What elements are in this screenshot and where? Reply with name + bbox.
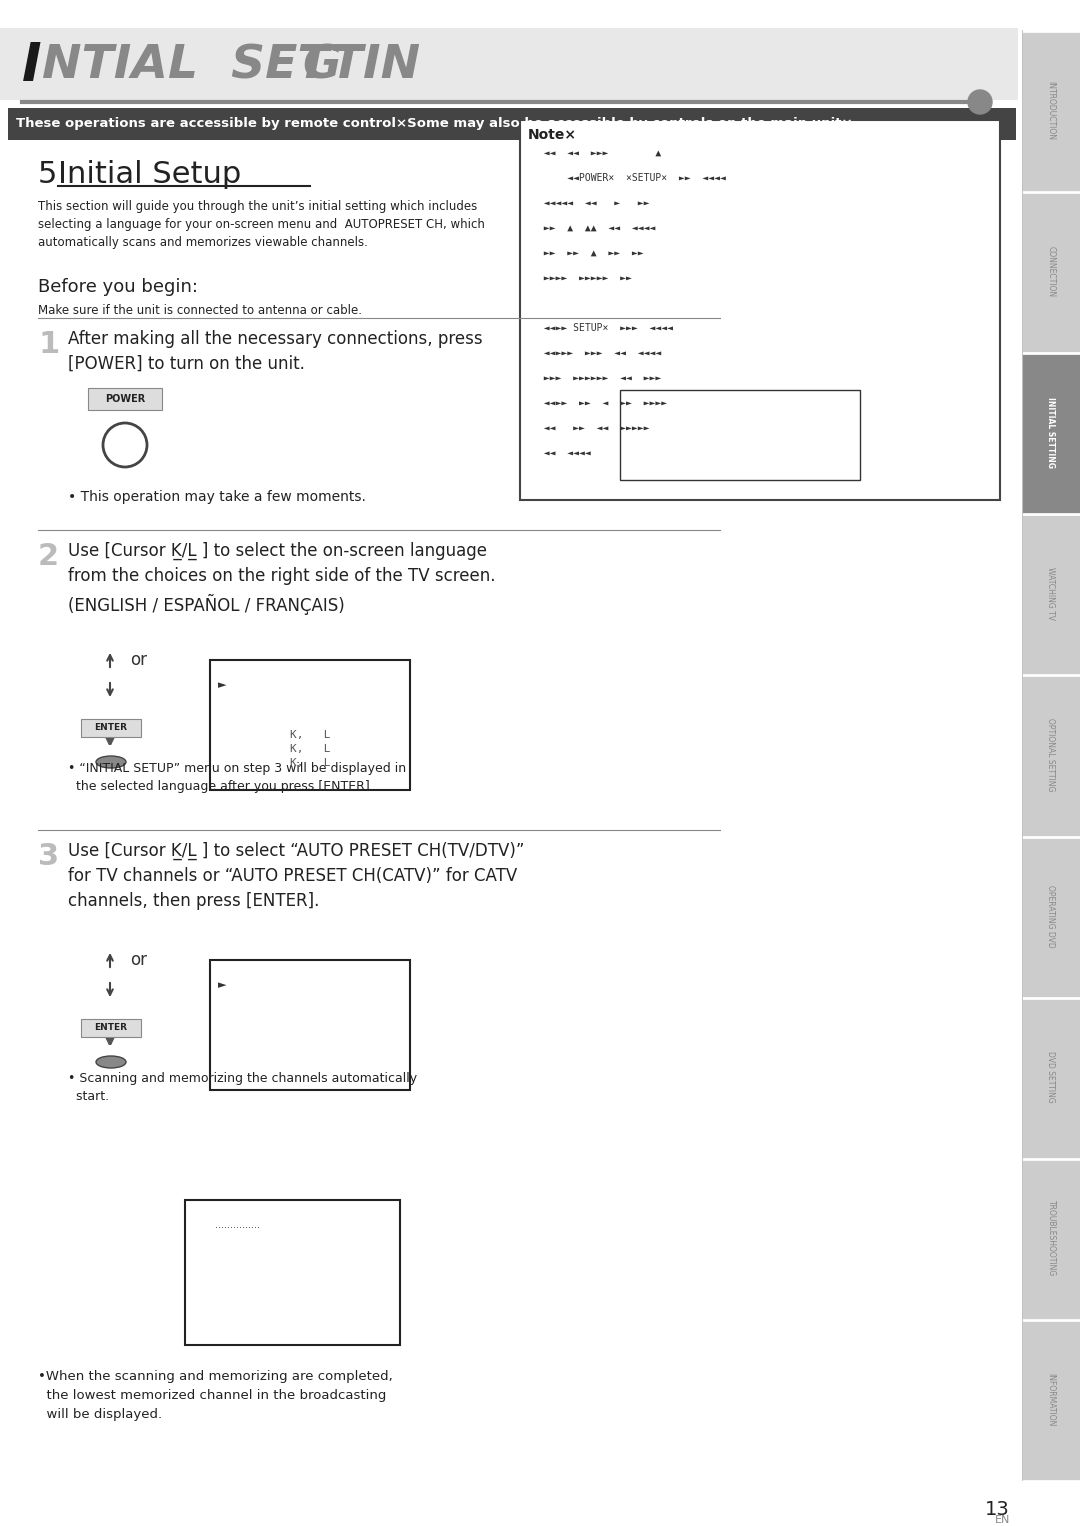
Text: DVD SETTING: DVD SETTING bbox=[1047, 1051, 1055, 1103]
FancyBboxPatch shape bbox=[1022, 1322, 1080, 1480]
Text: ENTER: ENTER bbox=[95, 723, 127, 732]
FancyBboxPatch shape bbox=[1022, 194, 1080, 353]
FancyBboxPatch shape bbox=[1022, 676, 1080, 836]
Text: NTIAL  SETTIN: NTIAL SETTIN bbox=[42, 44, 420, 89]
FancyBboxPatch shape bbox=[1022, 838, 1080, 996]
Text: ►►  ►►  ▲  ►►  ►►: ►► ►► ▲ ►► ►► bbox=[532, 249, 644, 258]
Text: or: or bbox=[130, 652, 147, 668]
Text: ◄◄►►  ►►  ◄  ►►  ►►►►: ◄◄►► ►► ◄ ►► ►►►► bbox=[532, 398, 667, 407]
Text: ◄◄  ◄◄◄◄: ◄◄ ◄◄◄◄ bbox=[532, 449, 591, 458]
FancyBboxPatch shape bbox=[1022, 516, 1080, 674]
Text: 13: 13 bbox=[985, 1500, 1010, 1518]
Text: K,   L: K, L bbox=[291, 729, 330, 740]
Bar bbox=[0, 27, 1018, 101]
Text: INFORMATION: INFORMATION bbox=[1047, 1373, 1055, 1427]
Text: INITIAL SETTING: INITIAL SETTING bbox=[1047, 397, 1055, 468]
Circle shape bbox=[103, 423, 147, 467]
FancyBboxPatch shape bbox=[1022, 1160, 1080, 1318]
Text: • “INITIAL SETUP” menu on step 3 will be displayed in
  the selected language af: • “INITIAL SETUP” menu on step 3 will be… bbox=[68, 761, 406, 794]
Text: 2: 2 bbox=[38, 542, 59, 571]
FancyBboxPatch shape bbox=[81, 719, 141, 737]
Ellipse shape bbox=[96, 755, 126, 768]
Text: K,   L: K, L bbox=[291, 758, 330, 768]
Text: 5: 5 bbox=[38, 160, 57, 189]
Text: WATCHING TV: WATCHING TV bbox=[1047, 568, 1055, 621]
Text: ►►►►  ►►►►►  ►►: ►►►► ►►►►► ►► bbox=[532, 273, 632, 282]
Text: ◄◄►►►  ►►►  ◄◄  ◄◄◄◄: ◄◄►►► ►►► ◄◄ ◄◄◄◄ bbox=[532, 348, 661, 359]
FancyBboxPatch shape bbox=[1022, 32, 1080, 191]
Text: ►►►  ►►►►►►  ◄◄  ►►►: ►►► ►►►►►► ◄◄ ►►► bbox=[532, 372, 661, 383]
FancyBboxPatch shape bbox=[81, 1019, 141, 1038]
Text: POWER: POWER bbox=[105, 394, 145, 404]
Text: I: I bbox=[22, 40, 42, 92]
Circle shape bbox=[968, 90, 993, 114]
FancyBboxPatch shape bbox=[1022, 354, 1080, 513]
Text: OPTIONAL SETTING: OPTIONAL SETTING bbox=[1047, 719, 1055, 792]
Text: or: or bbox=[130, 951, 147, 969]
Text: Use [Cursor K̲/L̲ ] to select “AUTO PRESET CH(TV/DTV)”
for TV channels or “AUTO : Use [Cursor K̲/L̲ ] to select “AUTO PRES… bbox=[68, 842, 525, 911]
Text: ►►  ▲  ▲▲  ◄◄  ◄◄◄◄: ►► ▲ ▲▲ ◄◄ ◄◄◄◄ bbox=[532, 223, 656, 233]
Text: G: G bbox=[302, 44, 341, 89]
Text: ►: ► bbox=[218, 681, 227, 690]
Bar bbox=[8, 108, 1016, 140]
Text: • This operation may take a few moments.: • This operation may take a few moments. bbox=[68, 490, 366, 504]
Text: TROUBLESHOOTING: TROUBLESHOOTING bbox=[1047, 1201, 1055, 1276]
Text: Before you begin:: Before you begin: bbox=[38, 278, 198, 296]
Text: ◄◄  ◄◄  ►►►        ▲: ◄◄ ◄◄ ►►► ▲ bbox=[532, 148, 661, 159]
Text: •When the scanning and memorizing are completed,
  the lowest memorized channel : •When the scanning and memorizing are co… bbox=[38, 1370, 393, 1421]
Text: ◄◄   ►►  ◄◄  ►►►►►: ◄◄ ►► ◄◄ ►►►►► bbox=[532, 423, 649, 433]
Text: ◄◄►► SETUP×  ►►►  ◄◄◄◄: ◄◄►► SETUP× ►►► ◄◄◄◄ bbox=[532, 324, 673, 333]
Bar bbox=[185, 1199, 400, 1344]
Text: INTRODUCTION: INTRODUCTION bbox=[1047, 81, 1055, 140]
Text: These operations are accessible by remote control×Some may also be accessible by: These operations are accessible by remot… bbox=[16, 118, 852, 131]
Text: ◄◄POWER×  ×SETUP×  ►►  ◄◄◄◄: ◄◄POWER× ×SETUP× ►► ◄◄◄◄ bbox=[532, 172, 726, 183]
FancyBboxPatch shape bbox=[1022, 998, 1080, 1158]
Text: OPERATING DVD: OPERATING DVD bbox=[1047, 885, 1055, 948]
Text: ◄◄◄◄◄  ◄◄   ►   ►►: ◄◄◄◄◄ ◄◄ ► ►► bbox=[532, 198, 649, 208]
Text: 3: 3 bbox=[38, 842, 59, 871]
Text: K,   L: K, L bbox=[291, 745, 330, 754]
Text: Use [Cursor K̲/L̲ ] to select the on-screen language
from the choices on the rig: Use [Cursor K̲/L̲ ] to select the on-scr… bbox=[68, 542, 496, 615]
Text: Initial Setup: Initial Setup bbox=[58, 160, 241, 189]
Text: EN: EN bbox=[995, 1515, 1010, 1524]
Bar bbox=[210, 960, 410, 1090]
Text: • Scanning and memorizing the channels automatically
  start.: • Scanning and memorizing the channels a… bbox=[68, 1071, 417, 1103]
Text: ...............: ............... bbox=[215, 1219, 260, 1230]
Bar bbox=[519, 121, 1000, 501]
Ellipse shape bbox=[96, 1056, 126, 1068]
Text: After making all the necessary connections, press
[POWER] to turn on the unit.: After making all the necessary connectio… bbox=[68, 330, 483, 372]
Bar bbox=[620, 391, 860, 481]
FancyBboxPatch shape bbox=[87, 388, 162, 410]
Text: Note×: Note× bbox=[528, 128, 577, 142]
Bar bbox=[210, 661, 410, 790]
Text: ENTER: ENTER bbox=[95, 1024, 127, 1033]
Text: Make sure if the unit is connected to antenna or cable.: Make sure if the unit is connected to an… bbox=[38, 304, 362, 317]
Text: This section will guide you through the unit’s initial setting which includes
se: This section will guide you through the … bbox=[38, 200, 485, 249]
Text: ►: ► bbox=[218, 980, 227, 990]
Text: CONNECTION: CONNECTION bbox=[1047, 246, 1055, 298]
Text: 1: 1 bbox=[38, 330, 59, 359]
